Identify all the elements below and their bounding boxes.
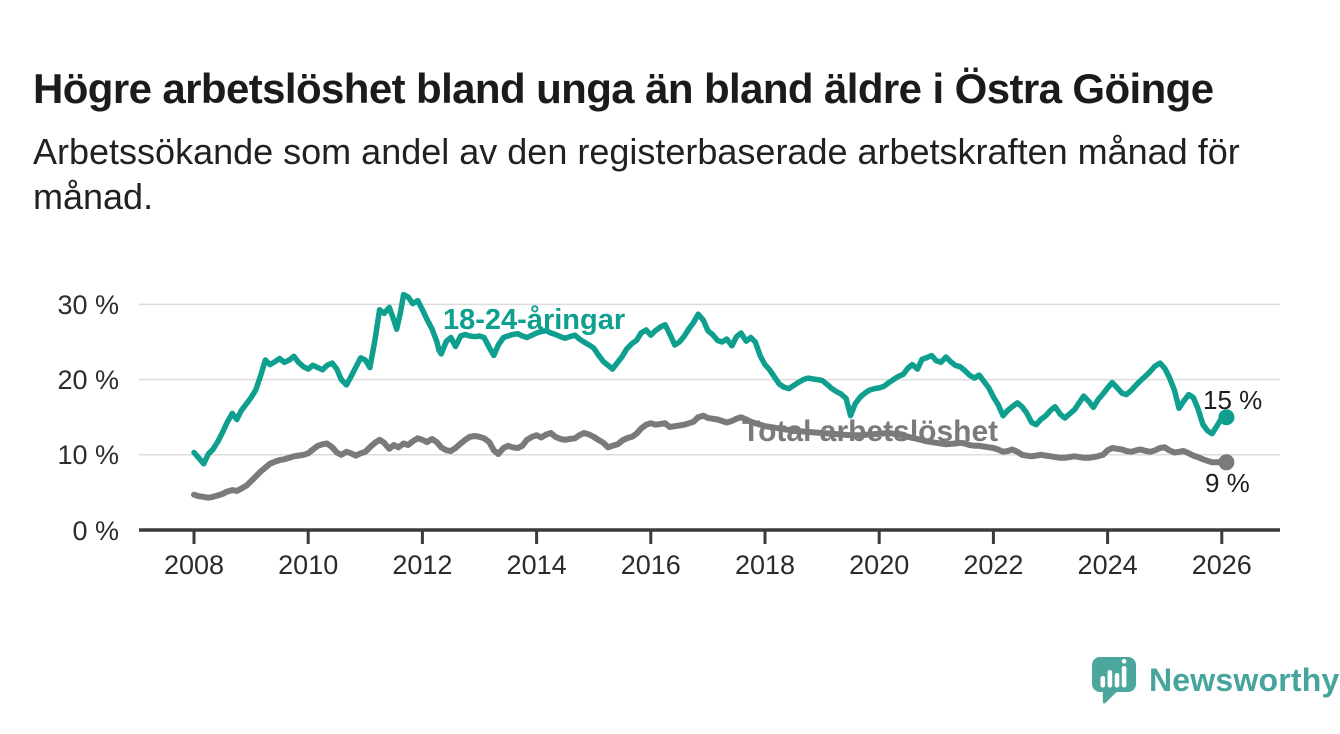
x-tick-label: 2012 [392, 550, 452, 580]
x-tick-label: 2014 [507, 550, 567, 580]
page-subtitle-line-2: månad. [33, 176, 154, 217]
series-line-youth [191, 291, 1230, 467]
newsworthy-wordmark: Newsworthy [1149, 662, 1340, 698]
x-tick-label: 2020 [849, 550, 909, 580]
x-tick-label: 2022 [963, 550, 1023, 580]
series-label-youth: 18-24-åringar [443, 304, 626, 336]
y-tick-label-30: 30 % [57, 290, 119, 320]
end-value-label-total: 9 % [1205, 468, 1250, 498]
line-chart: 2008 2010 2012 2014 2016 2018 2020 2022 2024 2026 [139, 291, 1280, 580]
series-label-total: Total arbetslöshet [742, 415, 999, 448]
series-lines [191, 291, 1235, 501]
y-tick-label-20: 20 % [57, 365, 119, 395]
x-tick-label: 2026 [1192, 550, 1252, 580]
page-subtitle: Arbetssökande som andel av den registerb… [33, 129, 1240, 219]
newsworthy-logo: Newsworthy [1090, 655, 1339, 705]
x-tick-label: 2010 [278, 550, 338, 580]
x-axis: 2008 2010 2012 2014 2016 2018 2020 2022 2024 2026 [164, 530, 1252, 580]
page-title: Högre arbetslöshet bland unga än bland ä… [33, 65, 1214, 113]
x-tick-label: 2016 [621, 550, 681, 580]
gridlines [139, 303, 1280, 532]
y-tick-label-0: 0 % [72, 516, 119, 546]
x-tick-label: 2008 [164, 550, 224, 580]
page-subtitle-line-1: Arbetssökande som andel av den registerb… [33, 131, 1240, 172]
y-tick-label-10: 10 % [57, 440, 119, 470]
series-line-total [191, 412, 1230, 501]
x-tick-label: 2024 [1078, 550, 1138, 580]
end-value-label-youth: 15 % [1203, 385, 1263, 415]
series-end-dot-youth [1218, 409, 1235, 426]
series-end-dot-total [1218, 454, 1235, 471]
x-tick-label: 2018 [735, 550, 795, 580]
newsworthy-logo-icon [1092, 657, 1136, 704]
